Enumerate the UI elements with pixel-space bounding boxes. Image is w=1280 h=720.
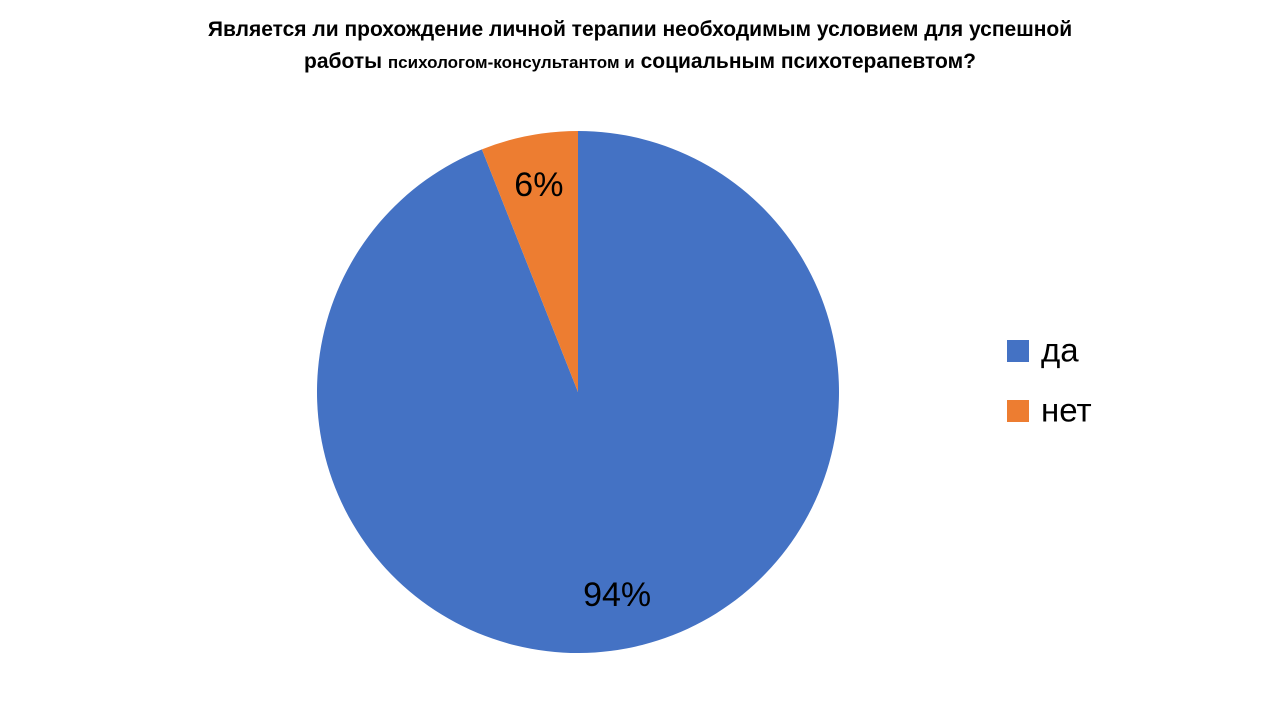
data-label: 6% (514, 166, 563, 204)
title-part: психологом-консультантом и (387, 53, 635, 72)
title-part: работы (304, 50, 383, 73)
title-part: социальным психотерапевтом? (640, 50, 976, 73)
data-label: 94% (583, 576, 651, 614)
legend-label: да (1041, 332, 1079, 369)
legend-swatch (1007, 400, 1029, 422)
title-line: Является ли прохождение личной терапии н… (207, 18, 1073, 41)
legend-swatch (1007, 340, 1029, 362)
legend-label: нет (1041, 392, 1092, 429)
pie-slice (481, 131, 578, 392)
chart-title: Является ли прохождение личной терапии н… (0, 14, 1280, 79)
